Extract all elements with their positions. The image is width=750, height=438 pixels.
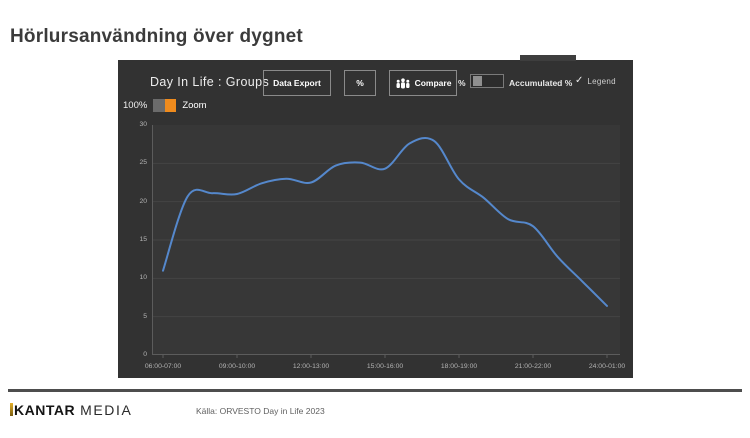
zoom-level-value: 100% <box>123 99 148 111</box>
y-tick-label: 0 <box>143 351 147 358</box>
y-tick-label: 30 <box>139 121 147 128</box>
data-export-label: Data Export <box>273 78 321 88</box>
x-tick-label: 24:00-01:00 <box>588 363 626 370</box>
logo-secondary-text: MEDIA <box>80 401 133 418</box>
compare-label: Compare <box>414 78 452 88</box>
zoom-row: 100% Zoom <box>123 98 207 112</box>
zoom-toggle-track <box>153 98 166 112</box>
kantar-media-logo: KANTAR MEDIA <box>10 401 132 418</box>
legend-checkbox[interactable]: ✓ Legend <box>575 76 616 86</box>
x-tick-label: 12:00-13:00 <box>292 363 330 370</box>
compare-button[interactable]: Compare <box>389 70 457 96</box>
footer-separator-line <box>8 389 742 392</box>
series-line <box>162 136 608 307</box>
y-tick-label: 5 <box>143 312 147 320</box>
line-chart-plot[interactable] <box>152 125 620 369</box>
page-title: Hörlursanvändning över dygnet <box>10 26 303 47</box>
slider-knob[interactable] <box>473 76 482 86</box>
zoom-toggle-label: Zoom <box>182 99 207 111</box>
y-tick-label: 10 <box>139 274 147 282</box>
zoom-toggle[interactable] <box>153 98 177 112</box>
percent-slider-label: % <box>458 78 466 88</box>
x-tick-label: 21:00-22:00 <box>514 363 552 370</box>
panel-top-tab <box>520 55 576 61</box>
zoom-toggle-knob <box>165 98 177 112</box>
x-tick-label: 15:00-16:00 <box>366 363 404 370</box>
source-caption: Källa: ORVESTO Day in Life 2023 <box>196 406 325 416</box>
y-tick-label: 20 <box>139 197 147 205</box>
percent-button-label: % <box>356 78 364 88</box>
accumulated-percent-label: Accumulated % <box>509 78 573 88</box>
people-group-icon <box>395 77 411 89</box>
x-tick-label: 06:00-07:00 <box>144 363 182 370</box>
x-tick-label: 09:00-10:00 <box>218 363 256 370</box>
percent-button[interactable]: % <box>344 70 376 96</box>
checkmark-icon: ✓ <box>575 75 584 86</box>
chart-area: 0 5 10 15 20 25 30 06:00-07:00 09:00-10:00 12:00… <box>118 121 633 375</box>
legend-label: Legend <box>587 76 616 86</box>
chart-panel: Day In Life : Groups Data Export % Compa… <box>118 55 633 378</box>
x-tick-label: 18:00-19:00 <box>440 363 478 370</box>
y-tick-label: 25 <box>139 159 147 167</box>
data-export-button[interactable]: Data Export <box>263 70 331 96</box>
y-tick-label: 15 <box>139 236 147 243</box>
logo-primary-text: KANTAR <box>14 401 76 418</box>
panel-title: Day In Life : Groups <box>150 75 270 89</box>
kantar-logo-gold-bar <box>10 403 13 416</box>
accumulated-percent-slider[interactable] <box>470 74 504 88</box>
